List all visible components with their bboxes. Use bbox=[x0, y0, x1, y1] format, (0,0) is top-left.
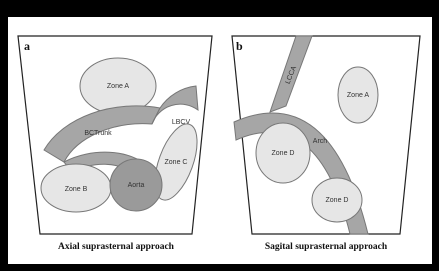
caption: Sagital suprasternal approach bbox=[265, 242, 388, 252]
structure-label: BCTrunk bbox=[84, 130, 112, 137]
structure-label: Zone A bbox=[347, 92, 370, 99]
structure-label: Zone C bbox=[165, 159, 188, 166]
structure-label: Aorta bbox=[128, 182, 145, 189]
figure: a Zone A BCTrunk LBCV Zone C Zone B Aort… bbox=[0, 0, 439, 271]
panel-label: b bbox=[236, 39, 243, 53]
panel-a: a Zone A BCTrunk LBCV Zone C Zone B Aort… bbox=[18, 36, 212, 252]
panel-label: a bbox=[24, 39, 30, 53]
structure-label: Arch bbox=[313, 138, 328, 145]
caption: Axial suprasternal approach bbox=[58, 242, 175, 252]
structure-label: Zone B bbox=[65, 186, 88, 193]
structure-label: Zone D bbox=[272, 150, 295, 157]
structure-label: Zone A bbox=[107, 83, 130, 90]
structure-label: Zone D bbox=[326, 197, 349, 204]
panel-b: b LCCA Zone A Arch Zone D Zone D Sagital… bbox=[232, 36, 420, 252]
